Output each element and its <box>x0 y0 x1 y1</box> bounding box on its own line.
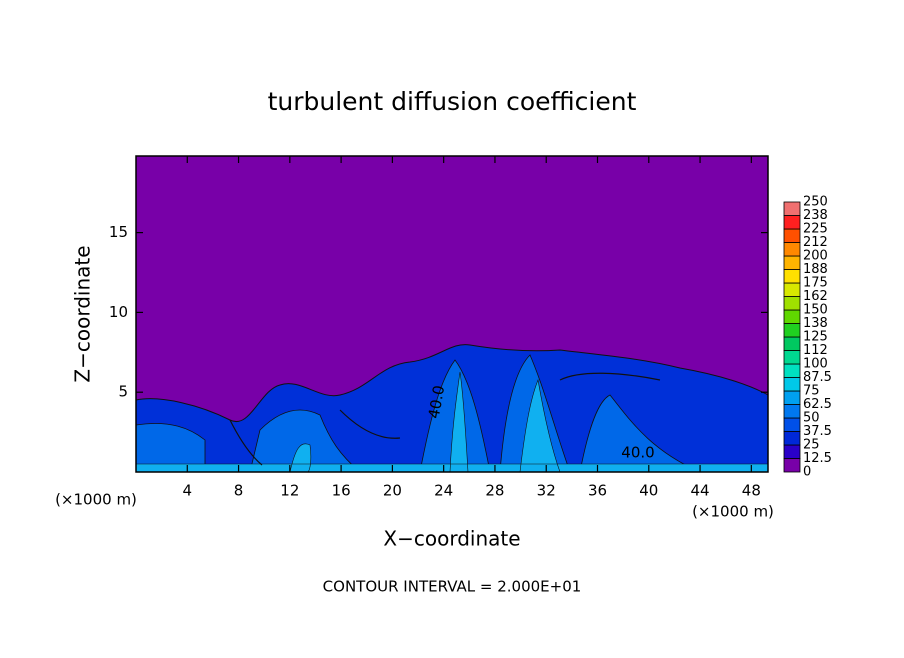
colorbar-label: 100 <box>803 357 828 372</box>
y-tick-label: 10 <box>109 303 128 321</box>
x-tick-label: 40 <box>639 482 658 500</box>
colorbar-box <box>783 390 801 405</box>
colorbar-label: 37.5 <box>803 424 832 439</box>
colorbar-box <box>783 242 801 257</box>
field-region <box>136 371 768 472</box>
footer: CONTOUR INTERVAL = 2.000E+01 <box>323 578 582 596</box>
contour-field <box>136 156 768 472</box>
colorbar-box <box>783 431 801 446</box>
x-tick-label: 16 <box>332 482 351 500</box>
colorbar-box <box>783 417 801 432</box>
colorbar-label: 188 <box>803 262 828 277</box>
colorbar-box <box>783 377 801 392</box>
colorbar-box <box>783 363 801 378</box>
y-tick-label: 5 <box>118 383 128 401</box>
colorbar-label: 87.5 <box>803 370 832 385</box>
colorbar-label: 125 <box>803 330 828 345</box>
colorbar-label: 25 <box>803 438 820 453</box>
colorbar-label: 0 <box>803 465 811 480</box>
colorbar-box <box>783 296 801 311</box>
colorbar-label: 200 <box>803 249 828 264</box>
colorbar-label: 75 <box>803 384 820 399</box>
colorbar-label: 225 <box>803 222 828 237</box>
colorbar-box <box>783 201 801 216</box>
x-tick-label: 8 <box>234 482 244 500</box>
colorbar-label: 150 <box>803 303 828 318</box>
colorbar-box <box>783 458 801 473</box>
y-axis-label: Z−coordinate <box>71 245 95 382</box>
contour-label: 40.0 <box>621 444 654 462</box>
colorbar-box <box>783 228 801 243</box>
colorbar-box <box>783 255 801 270</box>
colorbar-box <box>783 336 801 351</box>
colorbar-box <box>783 282 801 297</box>
plot-frame <box>135 155 769 473</box>
chart-title: turbulent diffusion coefficient <box>268 87 637 116</box>
x-unit-label: (×1000 m) <box>55 491 137 509</box>
colorbar-box <box>783 350 801 365</box>
colorbar-label: 162 <box>803 289 828 304</box>
colorbar-label: 12.5 <box>803 451 832 466</box>
x-axis-label: X−coordinate <box>383 527 520 551</box>
x-unit-label: (×1000 m) <box>692 503 774 521</box>
colorbar-label: 112 <box>803 343 828 358</box>
colorbar-label: 238 <box>803 208 828 223</box>
colorbar-box <box>783 444 801 459</box>
colorbar-label: 250 <box>803 195 828 210</box>
colorbar-box <box>783 269 801 284</box>
x-tick-label: 28 <box>485 482 504 500</box>
contour-label: 40.0 <box>425 384 449 420</box>
x-tick-label: 20 <box>383 482 402 500</box>
x-tick-label: 44 <box>691 482 710 500</box>
colorbar-box <box>783 215 801 230</box>
field-region <box>136 354 701 472</box>
colorbar-label: 138 <box>803 316 828 331</box>
x-tick-label: 48 <box>742 482 761 500</box>
x-tick-label: 24 <box>434 482 453 500</box>
colorbar-box <box>783 323 801 338</box>
colorbar-label: 50 <box>803 411 820 426</box>
colorbar-box <box>783 404 801 419</box>
colorbar-label: 212 <box>803 235 828 250</box>
contour-line <box>229 372 661 466</box>
colorbar-label: 175 <box>803 276 828 291</box>
x-tick-label: 12 <box>280 482 299 500</box>
colorbar-label: 62.5 <box>803 397 832 412</box>
x-tick-label: 32 <box>537 482 556 500</box>
y-tick-label: 15 <box>109 223 128 241</box>
x-tick-label: 4 <box>183 482 193 500</box>
x-tick-label: 36 <box>588 482 607 500</box>
colorbar-box <box>783 309 801 324</box>
